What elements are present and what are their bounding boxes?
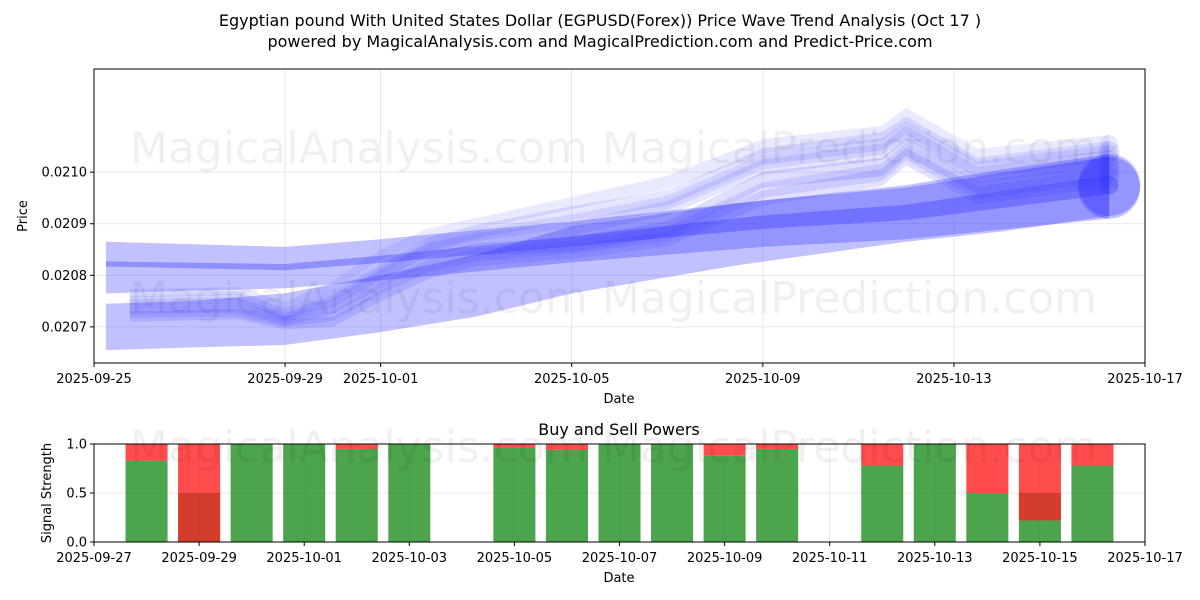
sell-bar-2025-10-02 (335, 444, 378, 449)
wave-band-wave-b (129, 116, 1110, 320)
sell-bar-2025-10-12 (861, 444, 904, 466)
power-chart-y-ticks: 0.0 0.5 1.0 (66, 438, 94, 551)
power-x-tick-label: 2025-10-03 (372, 551, 448, 566)
buy-bar-2025-10-12 (861, 465, 904, 542)
power-x-tick-label: 2025-10-05 (477, 551, 553, 566)
watermark-prediction-top: MagicalPrediction.com (602, 123, 1097, 174)
wave-endcap-wave-g (1099, 144, 1119, 164)
power-y-tick-label: 0.5 (66, 487, 87, 502)
power-chart-title: Buy and Sell Powers (538, 420, 700, 439)
power-y-tick-label: 0.0 (66, 536, 87, 551)
power-x-tick-label: 2025-10-01 (266, 551, 342, 566)
buy-bar-2025-10-13 (913, 444, 956, 542)
price-x-tick-label: 2025-10-17 (1107, 372, 1183, 387)
power-chart-bars (125, 444, 1114, 542)
wave-band-wave-c (129, 147, 1110, 330)
wave-endcap-wave-b (1098, 141, 1120, 162)
price-x-tick-label: 2025-10-01 (343, 372, 419, 387)
wave-band-wave-lower (105, 154, 1110, 351)
chart-title-line2: powered by MagicalAnalysis.com and Magic… (267, 32, 932, 51)
buy-bar-2025-10-15 (1018, 520, 1061, 542)
buy-bar-2025-10-07 (598, 444, 641, 542)
wave-endcap-wave-e (1100, 135, 1118, 153)
sell-bar-2025-09-28 (125, 444, 168, 461)
wave-band-wave-envelope (105, 156, 1110, 294)
price-y-tick-label: 0.0209 (42, 217, 88, 232)
power-chart-xlabel: Date (603, 571, 634, 586)
power-x-tick-label: 2025-10-17 (1107, 551, 1183, 566)
wave-endcap-wave-f (1099, 162, 1119, 182)
buy-bar-2025-10-01 (283, 444, 326, 542)
sell-bar-2025-10-06 (545, 444, 588, 450)
buy-bar-2025-10-05 (493, 447, 536, 542)
sell-bar-2025-10-16 (1071, 444, 1114, 466)
price-x-tick-label: 2025-09-29 (247, 372, 323, 387)
watermark-analysis-top: MagicalAnalysis.com (130, 123, 588, 174)
wave-band-wave-g (129, 121, 1110, 321)
wave-band-wave-a (129, 137, 1110, 326)
wave-endcap-wave-a (1098, 156, 1120, 178)
buy-bar-2025-10-02 (335, 448, 378, 542)
price-y-tick-label: 0.0207 (42, 320, 88, 335)
buy-bar-2025-10-03 (388, 444, 431, 542)
price-chart-watermarks: MagicalAnalysis.com MagicalPrediction.co… (130, 123, 1097, 324)
watermark-analysis-bottom: MagicalAnalysis.com (130, 422, 588, 473)
buy-bar-2025-09-28 (125, 460, 168, 542)
price-x-tick-label: 2025-10-05 (534, 372, 610, 387)
sell-bar-2025-10-05 (493, 444, 536, 448)
buy-bar-2025-10-10 (756, 448, 799, 542)
price-x-tick-label: 2025-09-25 (56, 372, 132, 387)
chart-title-line1: Egyptian pound With United States Dollar… (219, 11, 981, 30)
buy-bar-2025-10-06 (545, 449, 588, 542)
wave-band-wave-e (129, 107, 1110, 311)
price-chart-x-ticks: 2025-09-25 2025-09-29 2025-10-01 2025-10-05… (56, 363, 1183, 387)
price-chart-grid (93, 69, 1146, 363)
sell-bar-2025-10-10 (756, 444, 799, 449)
buy-bar-2025-10-08 (651, 444, 694, 542)
price-wave-bands (105, 107, 1141, 351)
power-y-tick-label: 1.0 (66, 438, 87, 453)
power-x-tick-label: 2025-10-13 (897, 551, 973, 566)
buy-bar-2025-10-16 (1071, 465, 1114, 542)
power-x-tick-label: 2025-10-09 (687, 551, 763, 566)
wave-band-wave-d (129, 125, 1110, 323)
watermark-analysis-mid: MagicalAnalysis.com (130, 273, 588, 324)
overlap-bar-2025-10-15 (1018, 493, 1061, 521)
power-chart-x-ticks: 2025-09-27 2025-09-29 2025-10-01 2025-10-03… (56, 542, 1183, 566)
wave-endcap-wave-d (1099, 149, 1119, 169)
wave-endcap-wave-c (1099, 167, 1119, 188)
wave-endcap-wave-main (1099, 175, 1119, 195)
price-x-tick-label: 2025-10-13 (916, 372, 992, 387)
price-y-tick-label: 0.0208 (42, 269, 88, 284)
wave-band-wave-f (129, 142, 1110, 327)
price-chart-xlabel: Date (603, 392, 634, 407)
sell-bar-2025-10-09 (703, 444, 746, 456)
wave-endcap-wave-lower (1078, 154, 1141, 216)
power-x-tick-label: 2025-10-15 (1002, 551, 1078, 566)
price-chart-y-ticks: 0.0207 0.0208 0.0209 0.0210 (42, 166, 94, 335)
watermark-prediction-bottom: MagicalPrediction.com (602, 422, 1097, 473)
price-x-tick-label: 2025-10-09 (725, 372, 801, 387)
buy-bar-2025-09-30 (230, 444, 273, 542)
power-x-tick-label: 2025-09-29 (161, 551, 237, 566)
price-chart-ylabel: Price (16, 200, 31, 232)
price-y-tick-label: 0.0210 (42, 166, 88, 181)
price-chart-frame (93, 68, 1146, 364)
power-x-tick-label: 2025-10-11 (792, 551, 868, 566)
watermark-prediction-mid: MagicalPrediction.com (602, 273, 1097, 324)
buy-bar-2025-10-14 (966, 493, 1009, 542)
overlap-bar-2025-09-29 (178, 493, 221, 542)
power-x-tick-label: 2025-10-07 (582, 551, 658, 566)
wave-endcap-wave-envelope (1078, 156, 1141, 219)
sell-bar-2025-10-14 (966, 444, 1009, 493)
buy-bar-2025-10-09 (703, 455, 746, 542)
power-chart-ylabel: Signal Strength (40, 443, 55, 543)
power-x-tick-label: 2025-09-27 (56, 551, 132, 566)
